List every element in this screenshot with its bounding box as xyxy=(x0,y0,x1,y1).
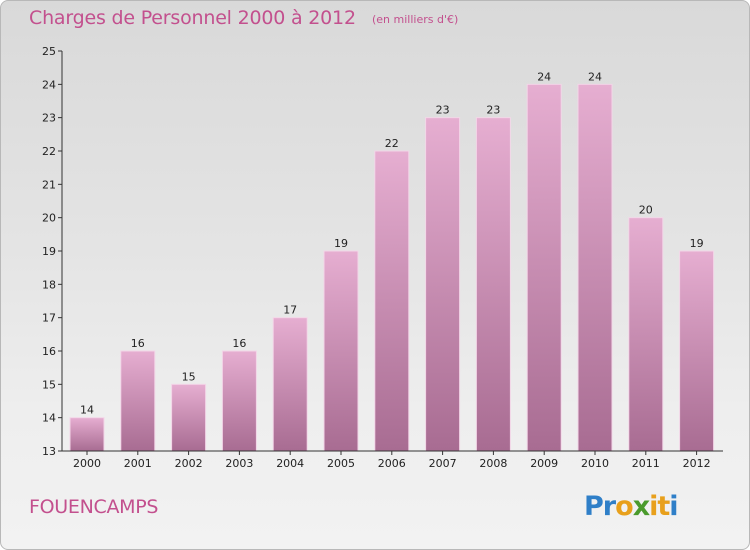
logo-letter: P xyxy=(584,491,604,522)
x-tick-label: 2000 xyxy=(73,457,101,470)
x-tick-label: 2003 xyxy=(225,457,253,470)
y-tick-label: 21 xyxy=(42,178,56,191)
y-tick-label: 19 xyxy=(42,245,56,258)
bar-value-label: 16 xyxy=(232,337,246,350)
bar xyxy=(628,217,664,452)
x-tick-label: 2011 xyxy=(632,457,660,470)
commune-name: FOUENCAMPS xyxy=(29,496,159,518)
chart-title: Charges de Personnel 2000 à 2012 xyxy=(29,7,356,29)
bar-value-label: 15 xyxy=(182,370,196,383)
y-tick-label: 15 xyxy=(42,378,56,391)
bar xyxy=(425,117,461,452)
bar xyxy=(679,250,715,452)
bar-value-label: 23 xyxy=(486,104,500,117)
logo-letter: o xyxy=(615,491,634,522)
y-tick-label: 17 xyxy=(42,312,56,325)
bar xyxy=(577,83,613,452)
bar xyxy=(475,117,511,452)
bar-value-label: 17 xyxy=(283,304,297,317)
y-tick-label: 24 xyxy=(42,78,56,91)
proxiti-logo: Proxiti xyxy=(584,491,679,522)
bar xyxy=(374,150,410,452)
bar-value-label: 22 xyxy=(385,137,399,150)
x-tick-label: 2005 xyxy=(327,457,355,470)
bar xyxy=(120,350,156,452)
x-tick-label: 2010 xyxy=(581,457,609,470)
x-tick-label: 2008 xyxy=(479,457,507,470)
bar xyxy=(69,417,105,452)
x-tick-label: 2004 xyxy=(276,457,304,470)
logo-letter: i xyxy=(649,491,658,522)
bar xyxy=(323,250,359,452)
bar xyxy=(526,83,562,452)
bar xyxy=(171,383,207,452)
logo-letter: x xyxy=(632,491,650,522)
bar-value-label: 20 xyxy=(639,204,653,217)
logo-letter: t xyxy=(657,491,670,522)
bar xyxy=(272,317,308,452)
x-tick-label: 2007 xyxy=(429,457,457,470)
y-tick-label: 14 xyxy=(42,412,56,425)
logo-letter: i xyxy=(669,491,678,522)
x-tick-label: 2001 xyxy=(124,457,152,470)
bar-value-label: 24 xyxy=(537,70,551,83)
x-tick-label: 2009 xyxy=(530,457,558,470)
y-tick-label: 16 xyxy=(42,345,56,358)
bar-value-label: 16 xyxy=(131,337,145,350)
y-tick-label: 18 xyxy=(42,278,56,291)
bars-group: 14 16 15 16 17 19 22 23 23 24 24 20 19 xyxy=(69,70,715,452)
bar-value-label: 23 xyxy=(436,104,450,117)
y-tick-label: 22 xyxy=(42,145,56,158)
x-tick-label: 2012 xyxy=(683,457,711,470)
bar-value-label: 14 xyxy=(80,404,94,417)
bar-value-label: 19 xyxy=(690,237,704,250)
bar-value-label: 19 xyxy=(334,237,348,250)
x-tick-label: 2002 xyxy=(175,457,203,470)
y-tick-label: 13 xyxy=(42,445,56,458)
y-tick-label: 20 xyxy=(42,212,56,225)
y-tick-label: 23 xyxy=(42,112,56,125)
bar-value-label: 24 xyxy=(588,70,602,83)
logo-letter: r xyxy=(602,491,616,522)
x-tick-label: 2006 xyxy=(378,457,406,470)
chart-subtitle: (en milliers d'€) xyxy=(372,13,459,26)
y-tick-label: 25 xyxy=(42,45,56,58)
bar xyxy=(221,350,257,452)
axes-group: 13 14 15 16 17 18 19 20 21 22 23 24 25 2000 2001 2002 20… xyxy=(42,45,723,470)
